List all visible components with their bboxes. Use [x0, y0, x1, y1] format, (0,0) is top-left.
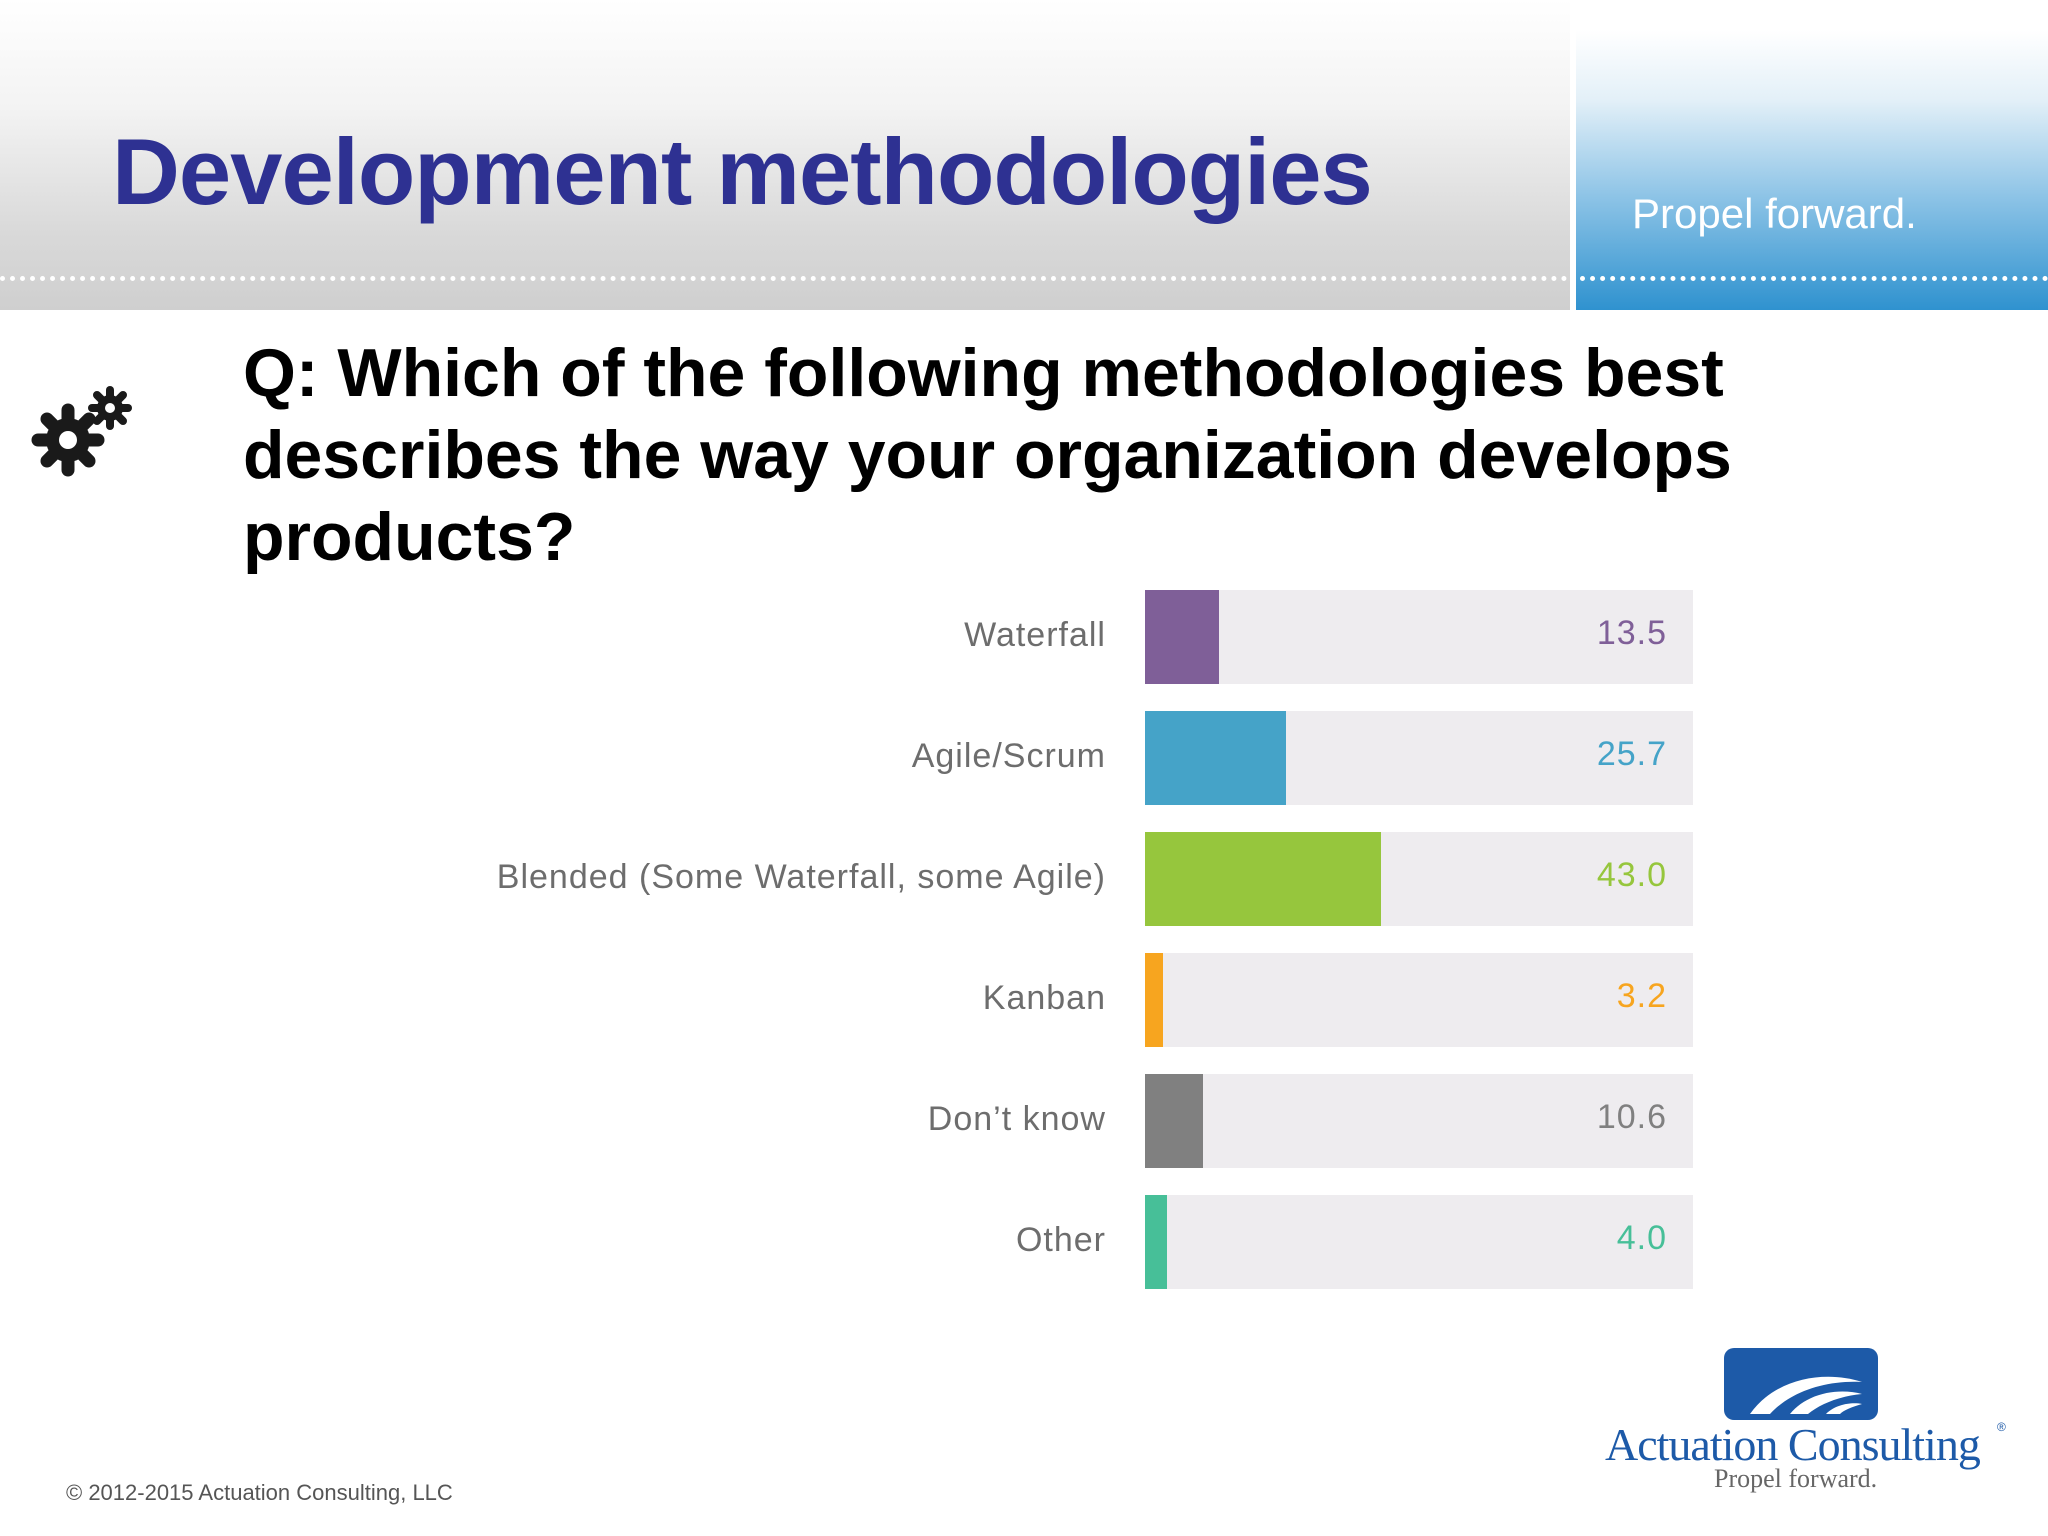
bar [1145, 953, 1163, 1047]
value-label: 10.6 [1596, 1098, 1667, 1136]
bar-track: 13.5 [1145, 590, 1693, 684]
category-label: Other [1015, 1221, 1106, 1259]
gears-icon [31, 386, 132, 477]
value-label: 25.7 [1596, 735, 1667, 773]
category-label: Kanban [982, 979, 1106, 1017]
value-label: 3.2 [1616, 977, 1667, 1015]
category-label: Waterfall [964, 616, 1106, 654]
slide-title: Development methodologies [112, 119, 1373, 224]
registered-mark: ® [1997, 1420, 2006, 1434]
bar-track: 10.6 [1145, 1074, 1693, 1168]
value-label: 13.5 [1596, 614, 1667, 652]
methodology-bar-chart: Waterfall 13.5 Agile/Scrum 25.7 Blended (Som… [0, 590, 2048, 1310]
bar-track: 3.2 [1145, 953, 1693, 1047]
bar [1145, 711, 1286, 805]
logo-wordmark: Actuation Consulting [1605, 1419, 1981, 1470]
header-band-left [0, 0, 1570, 310]
category-label: Don’t know [927, 1100, 1106, 1138]
bar-track: 43.0 [1145, 832, 1693, 926]
category-label: Blended (Some Waterfall, some Agile) [496, 858, 1106, 896]
bar [1145, 1195, 1167, 1289]
slide-header: Development methodologies Propel forward… [0, 0, 2048, 310]
copyright-notice: © 2012-2015 Actuation Consulting, LLC [66, 1480, 453, 1505]
logo-tagline: Propel forward. [1714, 1464, 1878, 1493]
bar [1145, 590, 1219, 684]
survey-question: Q: Which of the following methodologies … [243, 335, 1732, 575]
bar-track: 25.7 [1145, 711, 1693, 805]
wave-logo-icon [1724, 1348, 1878, 1420]
header-band-right [1576, 30, 2048, 310]
value-label: 43.0 [1596, 856, 1667, 894]
bar [1145, 1074, 1204, 1168]
bar-track: 4.0 [1145, 1195, 1693, 1289]
header-tagline: Propel forward. [1632, 190, 1917, 237]
dotted-divider-right [1580, 276, 2048, 281]
dotted-divider-left [0, 276, 1568, 281]
category-label: Agile/Scrum [911, 737, 1106, 775]
bar [1145, 832, 1381, 926]
value-label: 4.0 [1616, 1219, 1667, 1257]
